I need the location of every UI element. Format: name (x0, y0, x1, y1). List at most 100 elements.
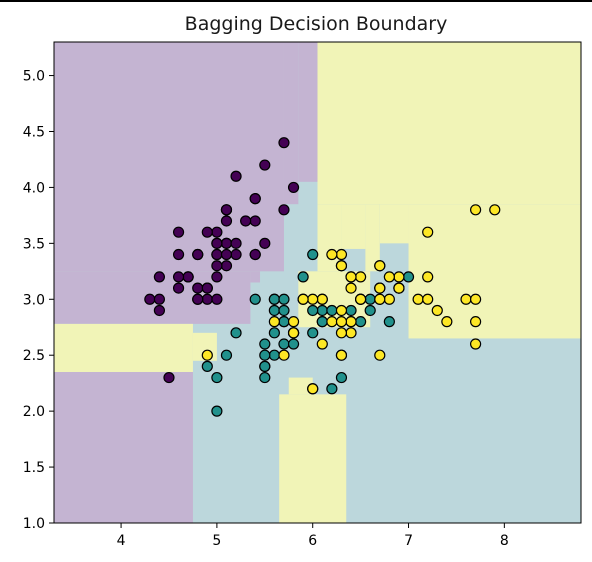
point-class-0 (153, 304, 165, 317)
point-class-2 (335, 304, 348, 317)
point-class-0 (220, 215, 233, 227)
point-class-2 (393, 282, 405, 294)
point-class-0 (230, 248, 242, 261)
point-class-2 (335, 327, 348, 339)
point-class-1 (268, 327, 280, 339)
point-class-2 (316, 293, 328, 305)
point-class-0 (220, 248, 233, 261)
point-class-0 (240, 215, 252, 227)
point-class-1 (259, 371, 271, 384)
point-class-2 (355, 271, 367, 283)
point-class-2 (431, 304, 443, 317)
point-class-0 (278, 137, 290, 149)
point-class-1 (316, 304, 328, 317)
top-rule (0, 0, 592, 2)
y-axis: 1.0 1.5 2.0 2.5 3.0 3.5 4.0 4.5 5.0 (23, 69, 54, 532)
point-class-2 (201, 349, 213, 361)
region-class-2-10 (365, 204, 380, 272)
point-class-2 (335, 316, 348, 328)
point-class-2 (374, 349, 386, 361)
point-class-2 (422, 226, 434, 238)
point-class-2 (374, 293, 386, 305)
region-class-2-7 (317, 42, 581, 205)
point-class-0 (144, 293, 156, 305)
point-class-2 (307, 383, 319, 395)
point-class-2 (335, 349, 348, 361)
point-class-0 (211, 226, 223, 238)
point-class-0 (172, 282, 185, 294)
point-class-2 (460, 293, 472, 305)
point-class-2 (287, 327, 300, 339)
point-class-0 (259, 159, 271, 171)
point-class-2 (316, 338, 328, 350)
point-class-2 (335, 248, 348, 261)
point-class-0 (211, 260, 223, 272)
point-class-1 (297, 271, 309, 283)
region-class-2-15 (279, 394, 347, 523)
point-class-2 (345, 282, 357, 294)
point-class-0 (192, 282, 204, 294)
point-class-1 (307, 248, 319, 261)
point-class-1 (326, 383, 338, 395)
point-class-2 (470, 293, 482, 305)
point-class-0 (220, 260, 233, 272)
point-class-2 (470, 338, 482, 350)
point-class-2 (297, 293, 309, 305)
point-class-2 (441, 316, 453, 328)
point-class-0 (249, 193, 261, 205)
region-class-0-5 (283, 42, 299, 205)
point-class-1 (220, 349, 233, 361)
point-class-0 (211, 248, 223, 261)
x-tick-label: 8 (500, 533, 509, 549)
region-class-2-16 (288, 377, 313, 395)
point-class-0 (230, 237, 242, 249)
region-class-2-9 (341, 204, 366, 249)
point-class-1 (402, 271, 415, 283)
point-class-0 (182, 271, 194, 283)
point-class-1 (307, 304, 319, 317)
point-class-1 (249, 293, 261, 305)
point-class-2 (383, 293, 395, 305)
point-class-2 (412, 293, 424, 305)
point-class-1 (268, 349, 280, 361)
point-class-1 (316, 316, 328, 328)
point-class-2 (374, 260, 386, 272)
point-class-2 (374, 282, 386, 294)
y-tick-label: 4.5 (23, 124, 45, 140)
y-tick-label: 1.0 (23, 516, 45, 532)
x-tick-label: 6 (308, 533, 317, 549)
region-class-2-12 (408, 204, 581, 339)
point-class-1 (201, 360, 213, 372)
point-class-2 (489, 204, 501, 216)
point-class-2 (393, 271, 405, 283)
region-class-0-2 (54, 42, 284, 272)
point-class-0 (172, 271, 185, 283)
point-class-1 (259, 349, 271, 361)
point-class-0 (201, 293, 213, 305)
scatter-points (144, 137, 501, 417)
point-class-2 (345, 316, 357, 328)
point-class-1 (230, 327, 242, 339)
point-class-1 (278, 316, 290, 328)
point-class-1 (364, 293, 376, 305)
point-class-1 (278, 338, 290, 350)
point-class-2 (307, 293, 319, 305)
point-class-1 (307, 327, 319, 339)
point-class-1 (278, 293, 290, 305)
point-class-1 (345, 304, 357, 317)
point-class-2 (278, 349, 290, 361)
point-class-1 (326, 304, 338, 317)
point-class-2 (470, 204, 482, 216)
point-class-0 (153, 293, 165, 305)
point-class-2 (422, 271, 434, 283)
point-class-0 (249, 248, 261, 261)
point-class-0 (211, 293, 223, 305)
y-tick-label: 3.0 (23, 292, 45, 308)
decision-regions (54, 42, 581, 523)
point-class-0 (172, 248, 185, 261)
x-tick-label: 7 (404, 533, 413, 549)
x-axis: 4 5 6 7 8 (117, 523, 509, 549)
point-class-0 (249, 215, 261, 227)
point-class-0 (201, 282, 213, 294)
